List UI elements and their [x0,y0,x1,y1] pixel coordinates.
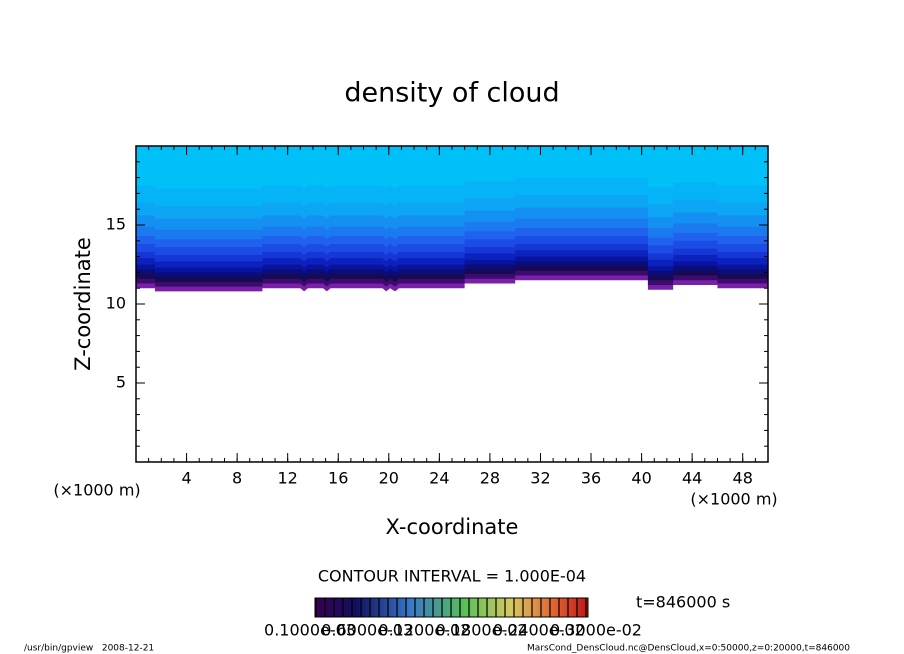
x-tick-label: 12 [278,469,298,488]
colorbar-label: 0.3000e-02 [550,621,642,640]
y-unit: (×1000 m) [53,481,140,500]
colorbar-frame [314,597,589,618]
x-tick-label: 8 [232,469,242,488]
colorbar-label: 0.2400e-02 [493,621,585,640]
x-tick-label: 4 [181,469,191,488]
y-tick-label: 10 [106,294,126,313]
x-tick-label: 48 [733,469,753,488]
footer-left: /usr/bin/gpview 2008-12-21 [24,644,154,654]
x-axis-title: X-coordinate [386,515,519,539]
x-tick-label: 16 [328,469,348,488]
x-tick-label: 44 [682,469,702,488]
y-axis-title: Z-coordinate [71,237,95,371]
x-tick-label: 20 [379,469,399,488]
colorbar-label: 0.1000e-03 [264,621,356,640]
footer-right: MarsCond_DensCloud.nc@DensCloud,x=0:5000… [527,644,850,654]
colorbar-label: 0.6000e-03 [321,621,413,640]
y-tick-label: 15 [106,215,126,234]
x-tick-label: 40 [631,469,651,488]
x-tick-label: 24 [429,469,449,488]
colorbar-label: 0.1200e-02 [378,621,470,640]
x-tick-label: 32 [530,469,550,488]
colorbar-label: 0.1800e-02 [436,621,528,640]
plot-area [136,146,768,292]
contour-interval: CONTOUR INTERVAL = 1.000E-04 [318,567,586,586]
chart-title: density of cloud [344,78,559,109]
x-tick-label: 36 [581,469,601,488]
time-label: t=846000 s [636,593,730,612]
x-unit: (×1000 m) [690,490,777,509]
contour-band [136,146,768,189]
y-tick-label: 5 [116,373,126,392]
colorbar-lines [315,598,588,617]
x-tick-label: 28 [480,469,500,488]
